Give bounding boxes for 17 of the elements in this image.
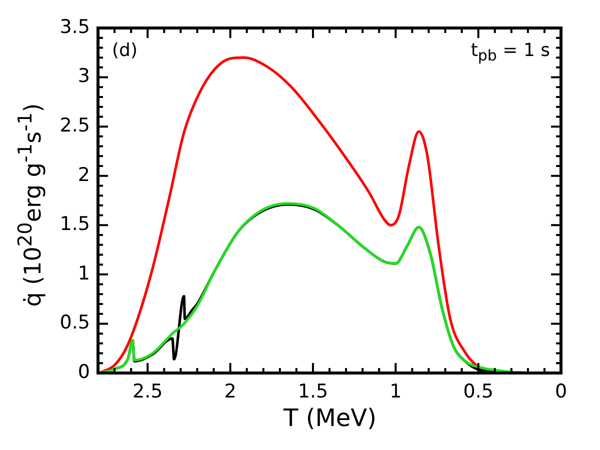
x-tick-label: 2.5 xyxy=(132,380,163,402)
x-tick-label: 1.5 xyxy=(298,380,328,402)
y-tick-label: 0 xyxy=(78,360,90,383)
x-tick-label: 1 xyxy=(390,380,402,402)
y-tick-label: 3 xyxy=(78,65,90,88)
annotation: (d) xyxy=(112,40,138,61)
annotation: t$_{pb}$ = 1 s xyxy=(470,40,550,65)
y-tick-label: 3.5 xyxy=(60,16,90,38)
y-tick-label: 0.5 xyxy=(60,312,90,334)
y-tick-label: 1.5 xyxy=(60,213,90,236)
y-tick-label: 1 xyxy=(78,262,90,284)
x-tick-label: 0 xyxy=(554,380,568,402)
y-tick-label: 2.5 xyxy=(60,114,90,137)
y-tick-label: 2 xyxy=(78,164,90,186)
x-axis-title: T (MeV) xyxy=(284,404,376,432)
x-tick-label: 0.5 xyxy=(463,380,494,402)
x-tick-label: 2 xyxy=(224,380,236,402)
